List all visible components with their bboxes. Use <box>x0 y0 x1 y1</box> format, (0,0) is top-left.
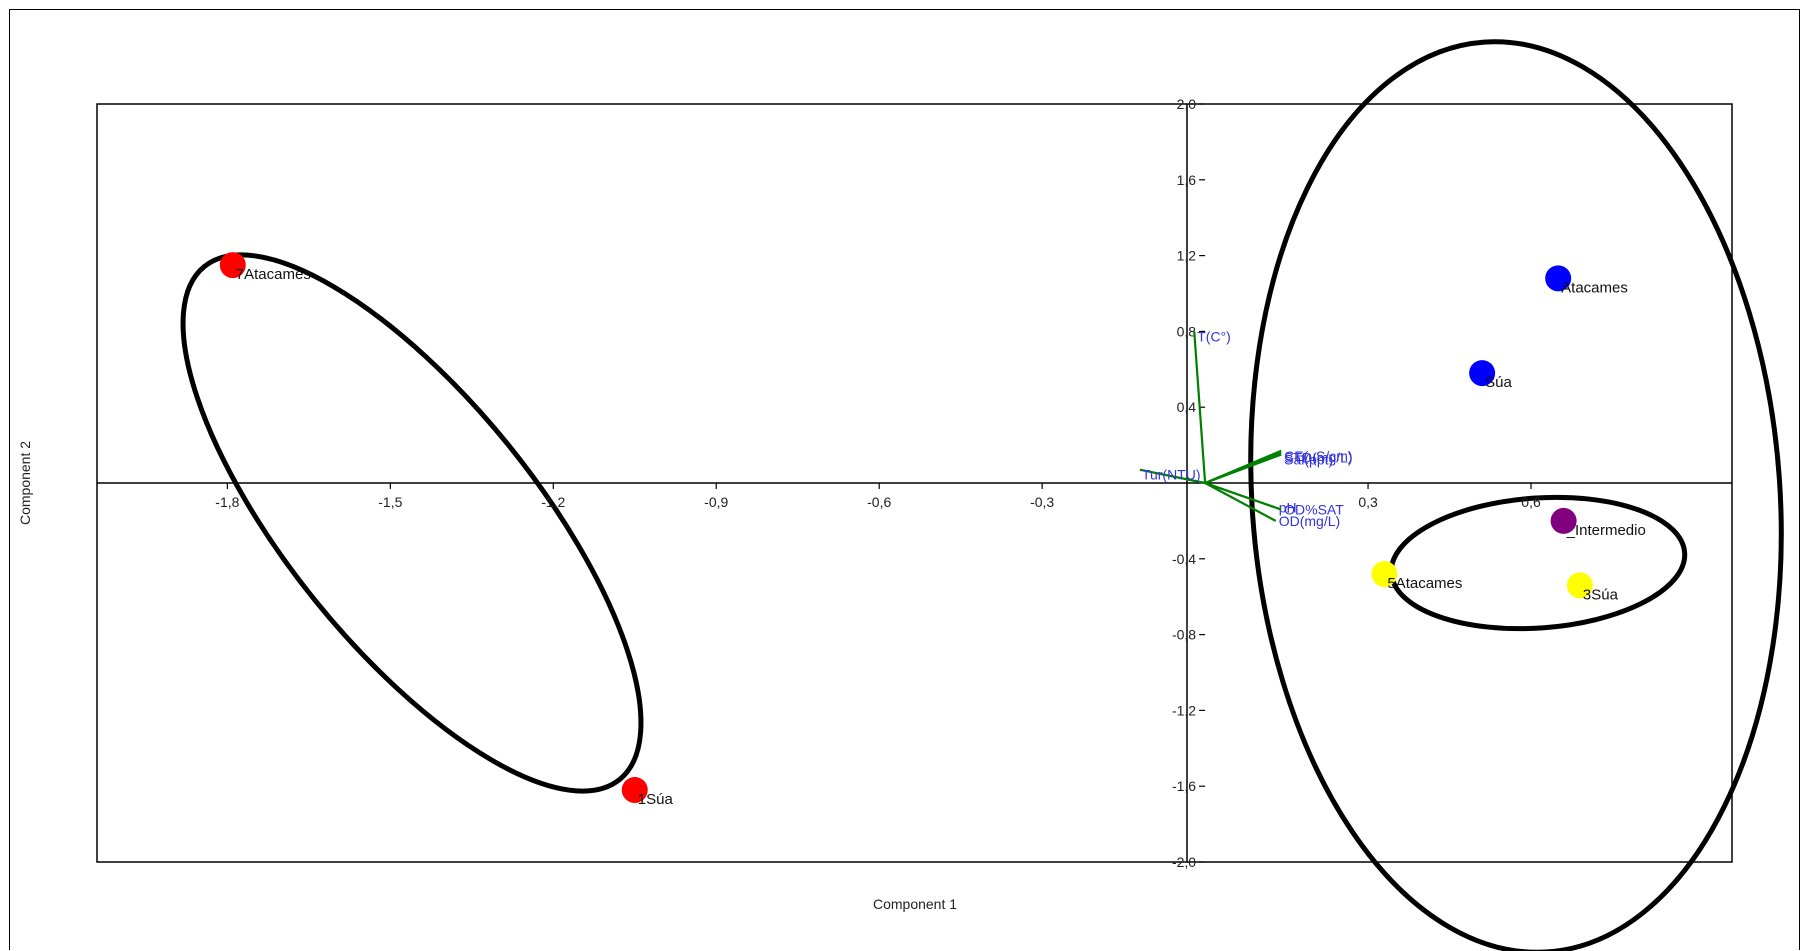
vector-label: STD(mg/L) <box>1284 450 1352 466</box>
x-tick-label: -0,3 <box>1030 494 1054 510</box>
cluster-ellipse-inner <box>1388 494 1688 632</box>
y-axis-title: Component 2 <box>17 441 33 525</box>
cluster-ellipse-red <box>180 252 644 794</box>
score-point <box>1545 265 1572 292</box>
point-label: _Intermedio <box>1566 522 1646 539</box>
vector-label: OD(mg/L) <box>1279 513 1340 529</box>
y-tick-label: 0,8 <box>1177 323 1197 339</box>
loading-vector <box>1204 451 1282 485</box>
vector-label: T(C°) <box>1197 328 1231 344</box>
score-point <box>1469 360 1496 387</box>
x-tick-label: -1,5 <box>378 494 402 510</box>
x-tick-label: 0,3 <box>1358 494 1378 510</box>
y-tick-label: 1,6 <box>1177 172 1197 188</box>
vector-label: Sal(ppt) <box>1284 452 1333 468</box>
x-tick-label: -1,8 <box>215 494 239 510</box>
loading-vector <box>1139 468 1206 485</box>
score-point <box>1550 507 1577 534</box>
x-ticks: -1,8 -1,5 -1,2 -0,9 -0,6 -0,3 0,3 0,6 <box>215 483 1541 510</box>
y-tick-label: -0,8 <box>1172 627 1196 643</box>
score-point <box>219 252 246 279</box>
loading-vector <box>1204 482 1277 522</box>
x-tick-label: 0,6 <box>1521 494 1541 510</box>
y-tick-label: 0,4 <box>1177 399 1197 415</box>
score-point <box>621 776 648 803</box>
y-ticks: 2,0 1,6 1,2 0,8 0,4 -0,4 -0,8 -1,2 -1,6 -2,0 <box>1172 96 1206 870</box>
point-label: 1Súa <box>638 791 674 808</box>
y-tick-label: -2,0 <box>1172 854 1196 870</box>
point-label: Súa <box>1485 374 1512 391</box>
cluster-ellipses <box>180 39 1784 951</box>
point-label: 7Atacames <box>236 266 311 283</box>
loading-vectors: T(C°) Tur(NTU) CE(uS/cm)Sal(ppt)STD(mg/L) p… <box>1139 328 1353 529</box>
loading-vector <box>1204 481 1282 511</box>
y-tick-label: -1,2 <box>1172 702 1196 718</box>
y-tick-label: 1,2 <box>1177 248 1197 264</box>
y-tick-label: -0,4 <box>1172 551 1196 567</box>
y-tick-label: -1,6 <box>1172 778 1196 794</box>
x-tick-label: -0,6 <box>867 494 891 510</box>
point-label: 3Súa <box>1583 586 1619 603</box>
score-point <box>1566 572 1593 599</box>
loading-vector <box>1193 331 1207 484</box>
cluster-ellipse-large <box>1248 39 1784 951</box>
x-axis-title: Component 1 <box>873 896 957 912</box>
score-point <box>1371 560 1398 587</box>
y-tick-label: 2,0 <box>1177 96 1197 112</box>
point-label: Atacames <box>1561 279 1628 296</box>
x-tick-label: -1,2 <box>541 494 565 510</box>
score-points: 7Atacames 1Súa Atacames Súa _Intermedio 5Atac… <box>219 252 1646 808</box>
vector-label: pH <box>1279 500 1297 516</box>
point-label: 5Atacames <box>1387 575 1462 592</box>
vector-label: Tur(NTU) <box>1142 467 1201 483</box>
vector-label: CE(uS/cm) <box>1284 448 1352 464</box>
vector-label: OD%SAT <box>1284 502 1344 518</box>
figure-frame <box>9 9 1800 950</box>
x-tick-label: -0,9 <box>704 494 728 510</box>
